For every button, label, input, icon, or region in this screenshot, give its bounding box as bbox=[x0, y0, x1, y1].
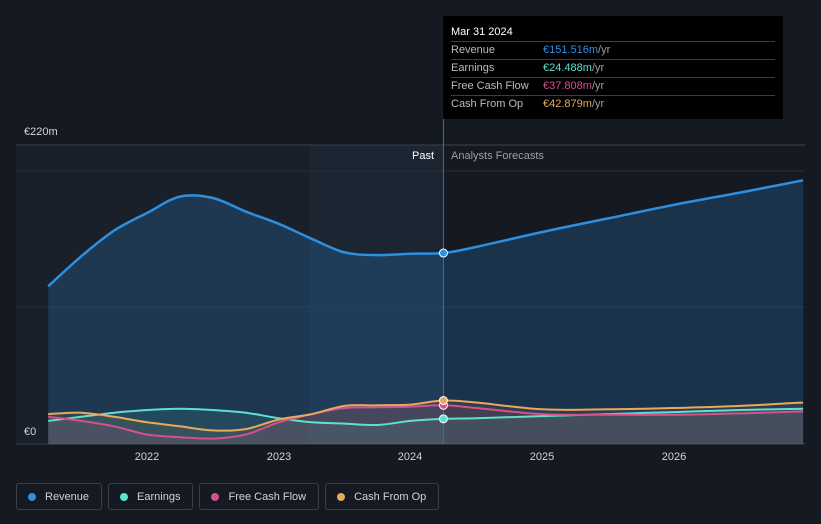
legend-label: Cash From Op bbox=[354, 490, 427, 503]
legend-dot-icon bbox=[211, 492, 220, 501]
past-highlight-region bbox=[309, 145, 444, 444]
tooltip-row-revenue: Revenue €151.516m /yr bbox=[451, 41, 775, 59]
legend-label: Free Cash Flow bbox=[228, 490, 307, 503]
x-tick-label: 2026 bbox=[661, 451, 687, 463]
series-line-cash-from-op bbox=[48, 399, 804, 432]
past-label: Past bbox=[412, 150, 435, 162]
highlight-point-earnings bbox=[438, 414, 448, 424]
legend-dot-icon bbox=[337, 492, 346, 501]
tooltip: Mar 31 2024 Revenue €151.516m /yr Earnin… bbox=[443, 16, 783, 119]
tooltip-row-cash-from-op: Cash From Op €42.879m /yr bbox=[451, 95, 775, 113]
tooltip-label: Earnings bbox=[451, 62, 495, 74]
legend-dot-icon bbox=[28, 492, 36, 501]
tooltip-label: Cash From Op bbox=[451, 98, 524, 110]
y-axis-top-label: €220m bbox=[24, 126, 58, 138]
legend-dot-icon bbox=[120, 492, 129, 501]
series-area-cash-from-op bbox=[48, 400, 804, 444]
tooltip-value: €42.879m bbox=[543, 98, 592, 110]
tooltip-unit: /yr bbox=[598, 44, 611, 56]
tooltip-row-earnings: Earnings €24.488m /yr bbox=[451, 59, 775, 77]
legend-item-earnings[interactable]: Earnings bbox=[108, 483, 194, 510]
tooltip-label: Free Cash Flow bbox=[451, 80, 529, 92]
legend-label: Revenue bbox=[45, 490, 90, 503]
highlight-point-revenue bbox=[438, 248, 448, 258]
tooltip-row-free-cash-flow: Free Cash Flow €37.808m /yr bbox=[451, 77, 775, 95]
y-axis-bottom-label: €0 bbox=[24, 426, 37, 438]
x-tick-label: 2025 bbox=[529, 451, 555, 463]
tooltip-unit: /yr bbox=[591, 80, 605, 92]
tooltip-value: €37.808m bbox=[543, 80, 592, 92]
highlight-point-cash-from-op bbox=[438, 396, 448, 406]
series-line-free-cash-flow bbox=[48, 404, 804, 440]
tooltip-unit: /yr bbox=[591, 98, 605, 110]
legend-item-free-cash-flow[interactable]: Free Cash Flow bbox=[199, 483, 320, 510]
series-area-earnings bbox=[48, 408, 804, 444]
legend: Revenue Earnings Free Cash Flow Cash Fro… bbox=[16, 483, 440, 510]
series-line-revenue bbox=[47, 179, 804, 288]
legend-label: Earnings bbox=[137, 490, 181, 503]
x-tick-label: 2023 bbox=[266, 451, 292, 463]
legend-item-cash-from-op[interactable]: Cash From Op bbox=[325, 483, 440, 510]
x-tick-label: 2022 bbox=[134, 451, 160, 463]
legend-item-revenue[interactable]: Revenue bbox=[16, 483, 103, 510]
forecast-label: Analysts Forecasts bbox=[451, 150, 544, 162]
tooltip-value: €151.516m bbox=[543, 44, 599, 56]
tooltip-unit: /yr bbox=[591, 62, 605, 74]
series-area-revenue bbox=[48, 180, 804, 445]
tooltip-label: Revenue bbox=[451, 44, 496, 56]
tooltip-value: €24.488m bbox=[543, 62, 592, 74]
tooltip-date: Mar 31 2024 bbox=[451, 26, 513, 38]
x-tick-label: 2024 bbox=[397, 451, 423, 463]
